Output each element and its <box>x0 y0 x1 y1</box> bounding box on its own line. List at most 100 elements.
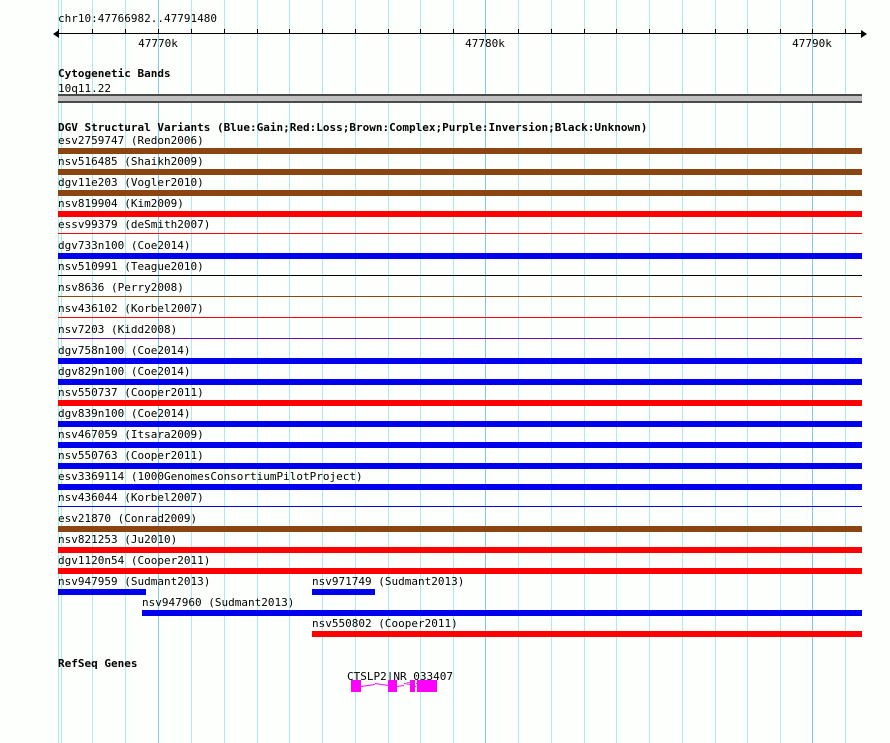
gridline <box>257 0 258 743</box>
axis-tick <box>845 29 846 34</box>
variant-bar[interactable] <box>58 442 862 448</box>
refseq-genes-title: RefSeq Genes <box>58 657 138 670</box>
variant-label[interactable]: nsv8636 (Perry2008) <box>58 281 184 294</box>
axis-tick <box>257 29 258 34</box>
axis-tick <box>125 29 126 34</box>
axis-tick <box>649 29 650 34</box>
axis-tick-label-0: 47770k <box>138 37 178 50</box>
variant-label[interactable]: nsv550737 (Cooper2011) <box>58 386 204 399</box>
axis-tick-label-2: 47790k <box>792 37 832 50</box>
cytogenetic-bands-title: Cytogenetic Bands <box>58 67 171 80</box>
intron-line <box>374 683 388 686</box>
axis-tick <box>682 29 683 34</box>
variant-bar[interactable] <box>58 317 862 318</box>
axis-tick <box>812 29 813 34</box>
variant-label[interactable]: nsv947959 (Sudmant2013) <box>58 575 211 588</box>
axis-tick-label-1: 47780k <box>465 37 505 50</box>
gridline <box>289 0 290 743</box>
cytoband-label: 10q11.22 <box>58 82 111 95</box>
axis-tick <box>715 29 716 34</box>
variant-bar[interactable] <box>58 484 862 490</box>
exon-block[interactable] <box>410 680 415 692</box>
variant-bar[interactable] <box>312 631 862 637</box>
intron-line <box>396 685 404 687</box>
exon-block[interactable] <box>417 680 437 692</box>
axis-tick <box>58 29 59 34</box>
variant-label[interactable]: dgv758n100 (Coe2014) <box>58 344 191 357</box>
variant-bar[interactable] <box>58 379 862 385</box>
variant-bar[interactable] <box>58 169 862 175</box>
intron-line <box>360 684 375 687</box>
axis-tick <box>780 29 781 34</box>
variant-label[interactable]: esv2759747 (Redon2006) <box>58 134 204 147</box>
axis-tick <box>453 29 454 34</box>
variant-bar[interactable] <box>58 296 862 297</box>
variant-label[interactable]: nsv436102 (Korbel2007) <box>58 302 204 315</box>
variant-label[interactable]: nsv516485 (Shaikh2009) <box>58 155 204 168</box>
cytoband-bar[interactable] <box>58 94 862 103</box>
variant-label[interactable]: dgv829n100 (Coe2014) <box>58 365 191 378</box>
variant-bar[interactable] <box>58 463 862 469</box>
axis-tick <box>616 29 617 34</box>
axis-tick <box>584 29 585 34</box>
variant-bar[interactable] <box>58 526 862 532</box>
axis-tick <box>551 29 552 34</box>
variant-bar[interactable] <box>58 190 862 196</box>
axis-tick <box>92 29 93 34</box>
axis-tick <box>420 29 421 34</box>
axis-tick <box>485 29 486 34</box>
gridline <box>191 0 192 743</box>
variant-bar[interactable] <box>58 568 862 574</box>
axis-right-arrow-icon <box>861 30 867 38</box>
axis-tick <box>322 29 323 34</box>
variant-bar[interactable] <box>58 148 862 154</box>
locus-label: chr10:47766982..47791480 <box>58 12 217 25</box>
axis-tick <box>289 29 290 34</box>
variant-bar[interactable] <box>58 400 862 406</box>
variant-bar[interactable] <box>58 338 862 339</box>
variant-bar[interactable] <box>58 589 146 595</box>
variant-bar[interactable] <box>58 547 862 553</box>
exon-block[interactable] <box>351 680 361 692</box>
variant-label[interactable]: nsv436044 (Korbel2007) <box>58 491 204 504</box>
variant-bar[interactable] <box>142 610 862 616</box>
variant-bar[interactable] <box>58 253 862 259</box>
axis-line <box>58 33 862 34</box>
variant-bar[interactable] <box>312 589 375 595</box>
variant-label[interactable]: esv3369114 (1000GenomesConsortiumPilotPr… <box>58 470 363 483</box>
variant-label[interactable]: nsv947960 (Sudmant2013) <box>142 596 295 609</box>
variant-label[interactable]: nsv971749 (Sudmant2013) <box>312 575 465 588</box>
exon-block[interactable] <box>388 680 397 692</box>
variant-label[interactable]: nsv821253 (Ju2010) <box>58 533 178 546</box>
variant-bar[interactable] <box>58 506 862 507</box>
axis-tick <box>388 29 389 34</box>
variant-label[interactable]: dgv733n100 (Coe2014) <box>58 239 191 252</box>
variant-label[interactable]: nsv467059 (Itsara2009) <box>58 428 204 441</box>
axis-tick <box>158 29 159 34</box>
variant-bar[interactable] <box>58 275 862 276</box>
variant-bar[interactable] <box>58 211 862 217</box>
axis-tick <box>747 29 748 34</box>
variant-label[interactable]: essv99379 (deSmith2007) <box>58 218 211 231</box>
variant-label[interactable]: dgv839n100 (Coe2014) <box>58 407 191 420</box>
variant-bar[interactable] <box>58 358 862 364</box>
intron-line <box>414 685 417 687</box>
axis-tick <box>224 29 225 34</box>
variant-bar[interactable] <box>58 421 862 427</box>
axis-tick <box>518 29 519 34</box>
axis-tick <box>355 29 356 34</box>
variant-label[interactable]: nsv550802 (Cooper2011) <box>312 617 458 630</box>
variant-label[interactable]: nsv819904 (Kim2009) <box>58 197 184 210</box>
axis-left-arrow-icon <box>53 30 59 38</box>
gridline <box>224 0 225 743</box>
gene-label[interactable]: CTSLP2|NR_033407 <box>347 670 453 683</box>
variant-label[interactable]: esv21870 (Conrad2009) <box>58 512 198 525</box>
variant-label[interactable]: dgv1120n54 (Cooper2011) <box>58 554 211 567</box>
variant-label[interactable]: dgv11e203 (Vogler2010) <box>58 176 204 189</box>
axis-tick <box>191 29 192 34</box>
variant-label[interactable]: nsv7203 (Kidd2008) <box>58 323 178 336</box>
variant-bar[interactable] <box>58 233 862 234</box>
variant-label[interactable]: nsv550763 (Cooper2011) <box>58 449 204 462</box>
variant-label[interactable]: nsv510991 (Teague2010) <box>58 260 204 273</box>
